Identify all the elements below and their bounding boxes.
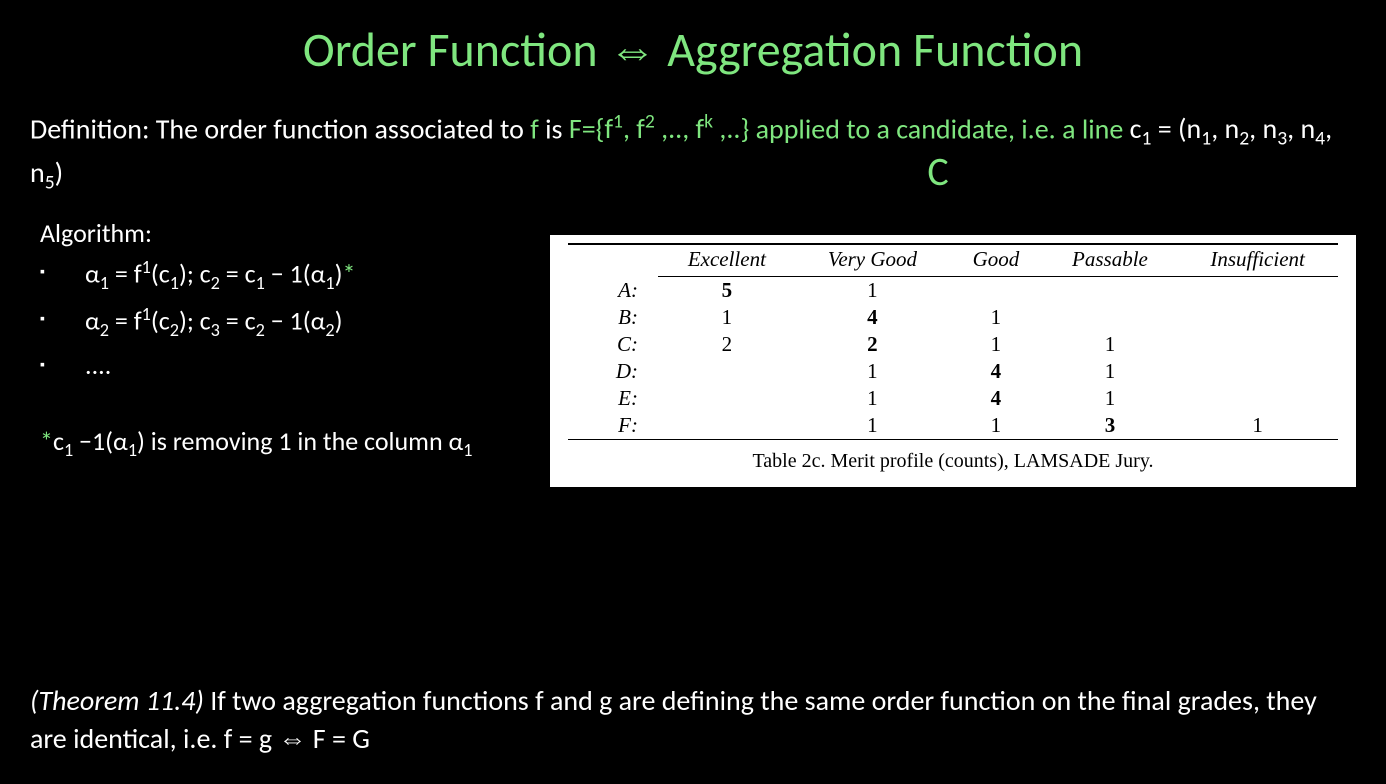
- table-cell: [1177, 358, 1338, 385]
- def-line: line: [1082, 111, 1124, 146]
- th-verygood: Very Good: [796, 245, 949, 277]
- table-cell: [1043, 304, 1178, 331]
- row-label: A:: [568, 277, 658, 305]
- def-Fset: F={f1, f2 ,.., fk ,..}: [569, 111, 749, 146]
- right-column: C Excellent Very Good Good Passable Insu…: [520, 207, 1356, 487]
- table-cell: [1177, 385, 1338, 412]
- th-blank: [568, 245, 658, 277]
- row-label: D:: [568, 358, 658, 385]
- row-label: B:: [568, 304, 658, 331]
- theorem-block: (Theorem 11.4) If two aggregation functi…: [30, 682, 1356, 758]
- table-cell: 1: [949, 412, 1043, 440]
- def-is: is: [539, 111, 569, 146]
- table-cell: [1177, 277, 1338, 305]
- table-cell: 5: [658, 277, 796, 305]
- algo-step-2: α2 = f1(c2); c3 = c2 − 1(α2): [40, 302, 520, 342]
- table-cell: 1: [1177, 412, 1338, 440]
- footnote: *c1 −1(α1) is removing 1 in the column α…: [40, 423, 520, 464]
- algo-step-1: α1 = f1(c1); c2 = c1 − 1(α1)*: [40, 255, 520, 295]
- left-column: Algorithm: α1 = f1(c1); c2 = c1 − 1(α1)*…: [40, 207, 520, 487]
- table-cell: 1: [1043, 331, 1178, 358]
- table-cell: [949, 277, 1043, 305]
- title-left: Order Function: [303, 20, 598, 79]
- definition-block: Definition: The order function associate…: [0, 109, 1386, 197]
- th-passable: Passable: [1043, 245, 1178, 277]
- theorem-body: If two aggregation functions f and g are…: [30, 683, 1317, 756]
- slide-title: Order Function ⇔ Aggregation Function: [0, 0, 1386, 109]
- table-cell: 4: [796, 304, 949, 331]
- table-row: E: 141: [568, 385, 1338, 412]
- c-label: C: [927, 147, 948, 196]
- th-good: Good: [949, 245, 1043, 277]
- th-insufficient: Insufficient: [1177, 245, 1338, 277]
- table-cell: 1: [796, 385, 949, 412]
- table-cell: 1: [796, 277, 949, 305]
- row-label: E:: [568, 385, 658, 412]
- table-body: A:51B:141C:2211D:141E:141F:1131: [568, 277, 1338, 440]
- table-row: D: 141: [568, 358, 1338, 385]
- table-cell: 1: [1043, 385, 1178, 412]
- table-cell: 2: [658, 331, 796, 358]
- table-cell: 3: [1043, 412, 1178, 440]
- def-f: f: [530, 111, 539, 146]
- th-excellent: Excellent: [658, 245, 796, 277]
- table-row: C:2211: [568, 331, 1338, 358]
- footnote-text: c1 −1(α1) is removing 1 in the column α1: [53, 425, 473, 457]
- table-cell: 1: [796, 358, 949, 385]
- algo-step-3: ....: [40, 348, 520, 383]
- algo-star-1: *: [342, 258, 355, 290]
- merit-table: Excellent Very Good Good Passable Insuff…: [568, 244, 1338, 440]
- table-cell: 2: [796, 331, 949, 358]
- row-label: F:: [568, 412, 658, 440]
- content-area: Algorithm: α1 = f1(c1); c2 = c1 − 1(α1)*…: [0, 197, 1386, 487]
- table-head: Excellent Very Good Good Passable Insuff…: [568, 245, 1338, 277]
- def-applied: applied to a candidate, i.e. a: [749, 111, 1082, 146]
- table-cell: 1: [1043, 358, 1178, 385]
- table-caption: Table 2c. Merit profile (counts), LAMSAD…: [568, 450, 1338, 473]
- table-row: A:51: [568, 277, 1338, 305]
- title-arrow: ⇔: [608, 20, 656, 79]
- table-cell: [1177, 331, 1338, 358]
- table-cell: 1: [658, 304, 796, 331]
- table-header-row: Excellent Very Good Good Passable Insuff…: [568, 245, 1338, 277]
- row-label: C:: [568, 331, 658, 358]
- def-prefix: Definition: The order function associate…: [30, 111, 530, 146]
- table-cell: 1: [796, 412, 949, 440]
- footnote-star: *: [40, 425, 53, 457]
- title-right: Aggregation Function: [667, 20, 1083, 79]
- table-cell: 1: [949, 304, 1043, 331]
- algorithm-header: Algorithm:: [40, 217, 520, 249]
- table-cell: 4: [949, 385, 1043, 412]
- table-cell: [1177, 304, 1338, 331]
- table-cell: 4: [949, 358, 1043, 385]
- table-row: B:141: [568, 304, 1338, 331]
- table-row: F:1131: [568, 412, 1338, 440]
- table-cell: [658, 385, 796, 412]
- merit-table-container: Excellent Very Good Good Passable Insuff…: [550, 235, 1356, 487]
- algorithm-list: α1 = f1(c1); c2 = c1 − 1(α1)* α2 = f1(c2…: [40, 255, 520, 383]
- table-cell: 1: [949, 331, 1043, 358]
- theorem-label: (Theorem 11.4): [30, 683, 204, 718]
- table-cell: [1043, 277, 1178, 305]
- table-cell: [658, 412, 796, 440]
- table-cell: [658, 358, 796, 385]
